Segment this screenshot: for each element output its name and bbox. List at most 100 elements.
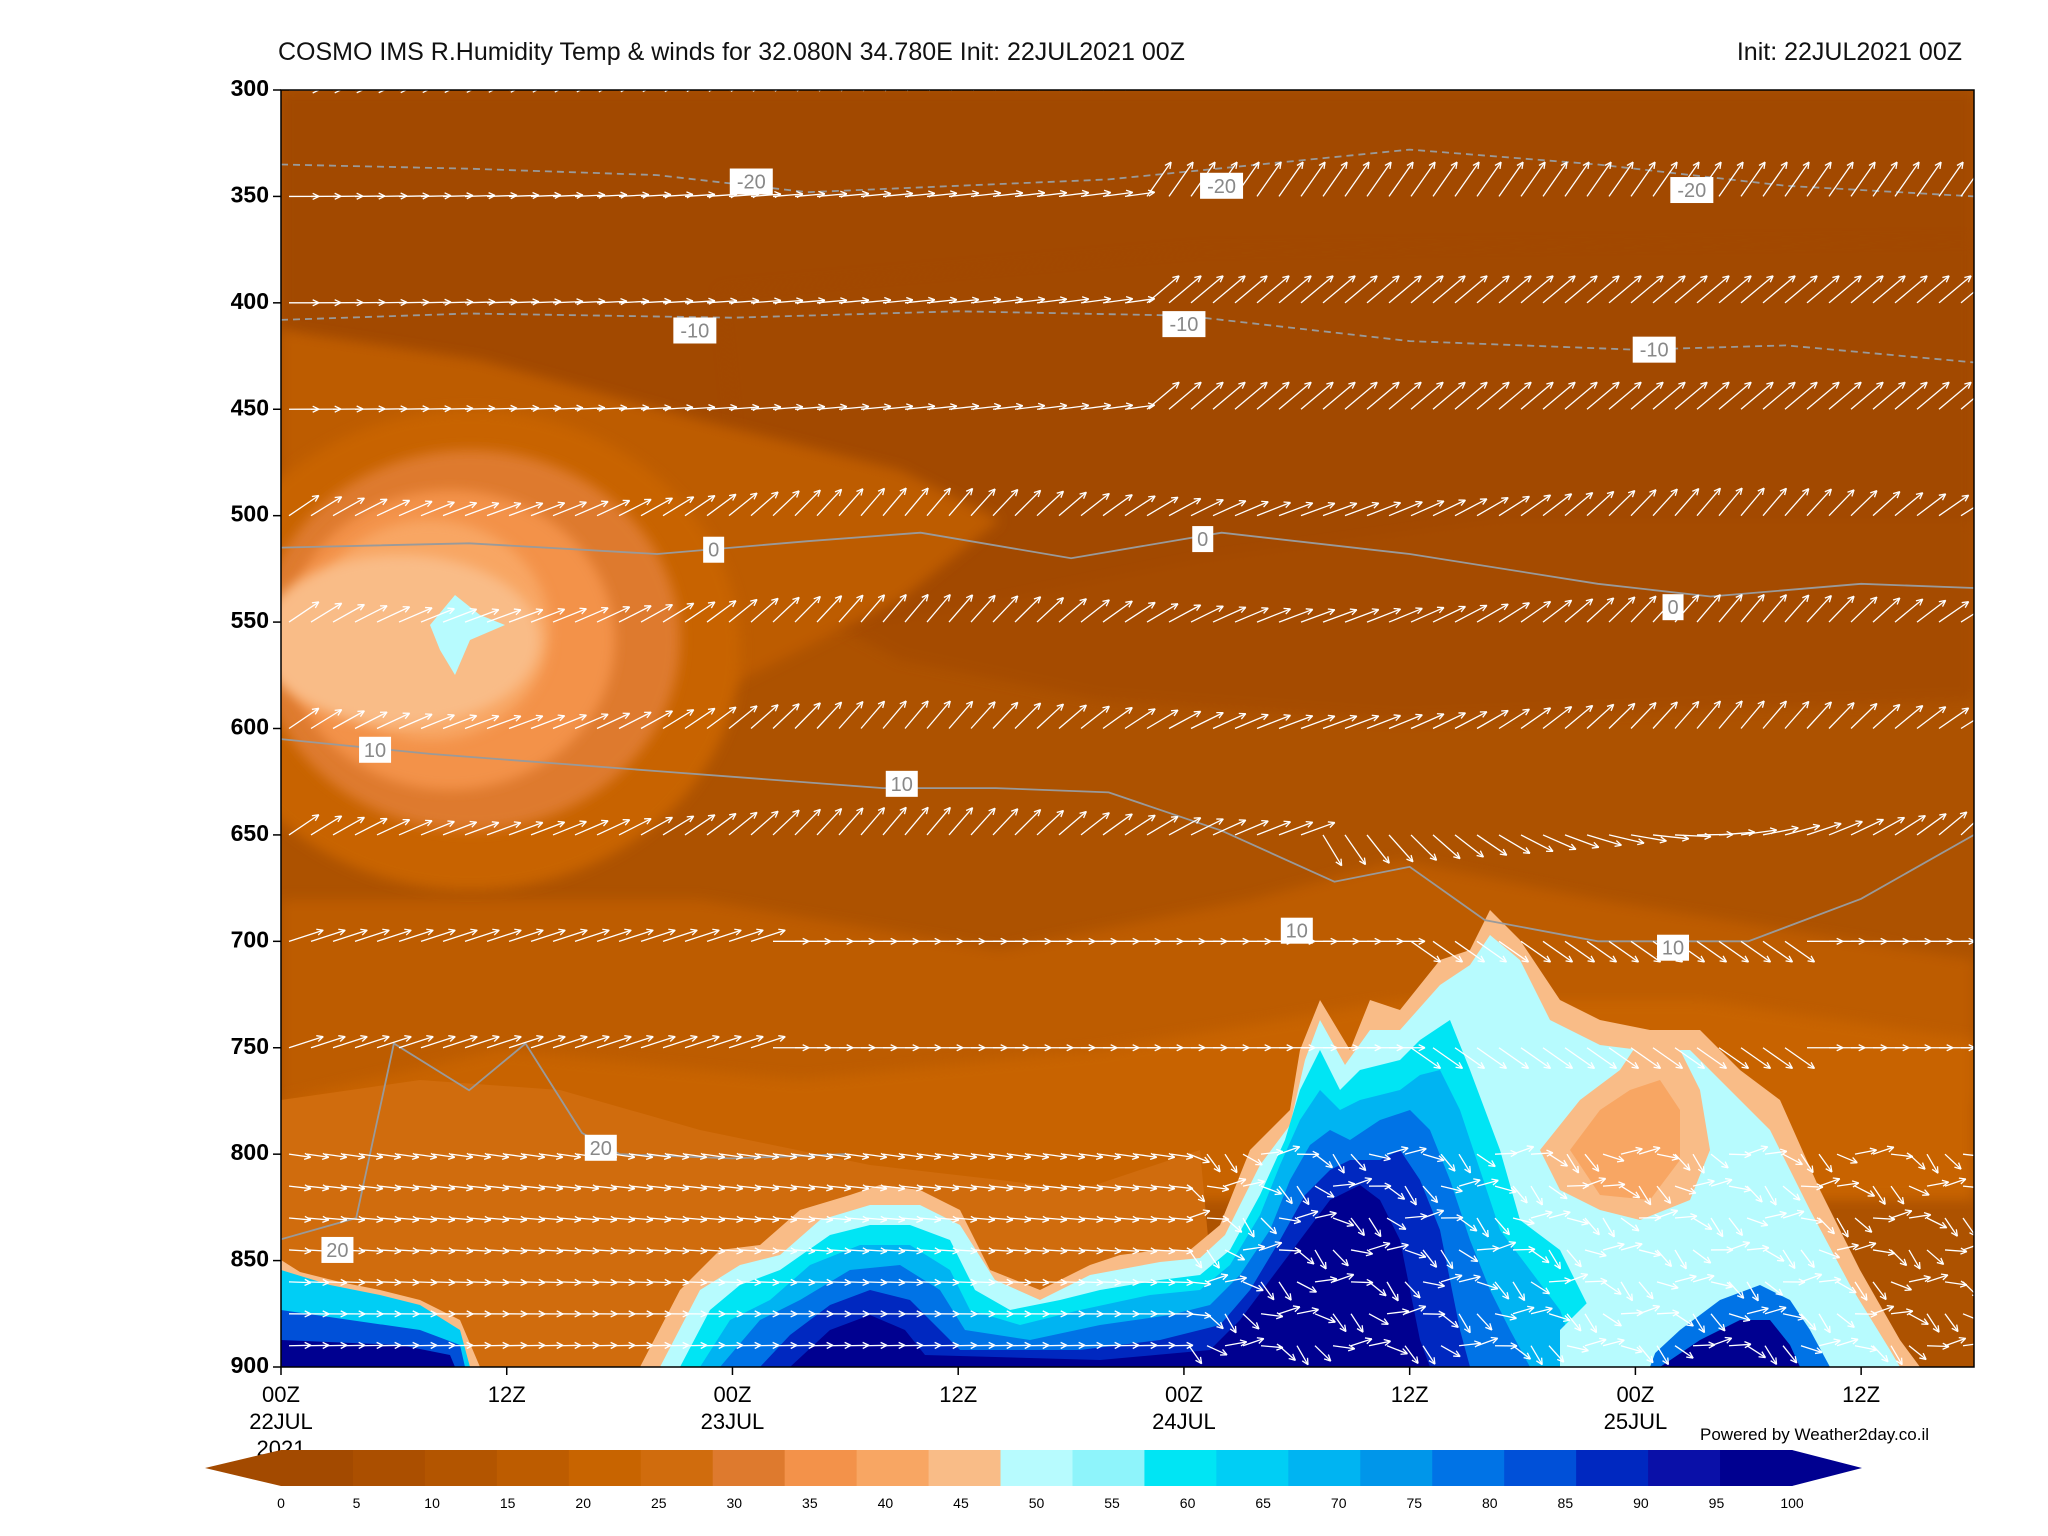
isotherm-label-bg [885, 770, 918, 797]
wind-arrow [1234, 713, 1269, 730]
wind-arrow [1608, 702, 1636, 729]
wind-arrow [1692, 1153, 1705, 1174]
wind-arrow [530, 608, 566, 623]
wind-arrow [640, 928, 676, 942]
wind-arrow [1224, 1249, 1246, 1261]
wind-arrow [1710, 1281, 1733, 1290]
wind-arrow [1740, 381, 1774, 410]
colorbar-swatch [1576, 1450, 1649, 1486]
wind-arrow [552, 501, 587, 517]
wind-arrow [1520, 161, 1546, 197]
wind-arrow [1944, 1313, 1959, 1333]
wind-arrow [1044, 1152, 1068, 1160]
wind-arrow [1566, 1153, 1580, 1174]
wind-arrow [1602, 1217, 1615, 1238]
wind-arrow [1764, 1185, 1777, 1206]
wind-arrow [398, 819, 433, 836]
wind-arrow [1476, 275, 1510, 304]
wind-arrow [948, 487, 974, 517]
wind-arrow [618, 818, 652, 836]
wind-arrow [1916, 706, 1947, 730]
wind-arrow [1692, 1217, 1713, 1231]
colorbar-swatch [784, 1450, 858, 1486]
wind-arrow [1256, 501, 1291, 517]
wind-arrow [750, 597, 779, 623]
wind-arrow [354, 1035, 390, 1049]
wind-arrow [1656, 1249, 1673, 1268]
wind-arrow [1890, 1308, 1914, 1316]
wind-arrow [1476, 940, 1508, 963]
wind-arrow [421, 90, 452, 94]
wind-arrow [1116, 1152, 1140, 1160]
wind-arrow [794, 702, 821, 729]
wind-arrow [1608, 940, 1640, 963]
wind-arrow [1740, 487, 1765, 517]
colorbar-label: 80 [1482, 1495, 1498, 1511]
colorbar-swatch [1288, 1450, 1361, 1486]
wind-arrow [1059, 90, 1085, 91]
wind-arrow [1710, 1153, 1729, 1169]
wind-arrow [1422, 1249, 1438, 1268]
isotherm-label-bg [1662, 594, 1684, 621]
wind-arrow [640, 710, 674, 730]
wind-arrow [1851, 90, 1852, 91]
wind-arrow [1278, 1281, 1292, 1301]
colorbar-swatch [1360, 1450, 1433, 1486]
wind-arrow [1344, 161, 1370, 197]
wind-arrow [1806, 381, 1840, 410]
wind-arrow [1188, 1249, 1203, 1269]
wind-arrow [1300, 821, 1336, 836]
wind-arrow [1762, 1047, 1794, 1070]
wind-arrow [1454, 275, 1488, 304]
wind-arrow [1300, 608, 1336, 623]
x-tick-date: 23JUL [701, 1409, 765, 1434]
wind-arrow [1630, 275, 1664, 304]
wind-arrow [1630, 381, 1664, 410]
wind-arrow [816, 488, 843, 517]
y-tick-label: 600 [231, 714, 269, 740]
wind-arrow [1762, 275, 1796, 304]
wind-arrow [1828, 820, 1863, 836]
wind-arrow [1894, 381, 1928, 410]
wind-arrow [1764, 1210, 1787, 1219]
wind-arrow [750, 491, 779, 517]
wind-arrow [1960, 506, 1974, 517]
wind-arrow [1894, 161, 1920, 197]
colorbar-swatch [1072, 1450, 1145, 1486]
wind-arrow [972, 1152, 996, 1160]
wind-arrow [1564, 161, 1590, 197]
wind-arrow [1388, 381, 1422, 410]
wind-arrow [1692, 1313, 1706, 1334]
wind-arrow [970, 807, 996, 836]
wind-arrow [1206, 1249, 1220, 1269]
y-tick-label: 550 [231, 607, 269, 633]
wind-arrow [310, 496, 343, 517]
wind-arrow [1476, 497, 1509, 517]
wind-arrow [1836, 1281, 1857, 1294]
wind-arrow [1890, 1345, 1903, 1366]
wind-arrow [882, 593, 907, 623]
wind-arrow [1692, 1273, 1715, 1283]
wind-arrow [1806, 161, 1832, 197]
wind-arrow [1850, 275, 1884, 304]
wind-arrow [1368, 1217, 1382, 1238]
wind-arrow [1368, 1281, 1387, 1297]
wind-arrow [1960, 291, 1974, 304]
wind-arrow [1584, 1177, 1607, 1187]
wind-arrow [1674, 381, 1708, 410]
isotherm-label-bg [1632, 336, 1676, 363]
wind-arrow [1081, 90, 1106, 91]
wind-arrow [1800, 1313, 1817, 1331]
wind-arrow [794, 595, 821, 623]
wind-arrow [926, 487, 951, 517]
isotherm-label: 20 [590, 1138, 612, 1160]
wind-arrow [1806, 275, 1840, 304]
wind-arrow [1818, 1276, 1842, 1284]
wind-arrow [1190, 711, 1224, 730]
wind-arrow [1212, 500, 1247, 517]
wind-arrow [1584, 1313, 1598, 1334]
colorbar-swatch [568, 1450, 642, 1486]
wind-arrow [1454, 604, 1488, 623]
wind-arrow [1564, 491, 1594, 517]
y-tick-label: 700 [231, 926, 269, 952]
